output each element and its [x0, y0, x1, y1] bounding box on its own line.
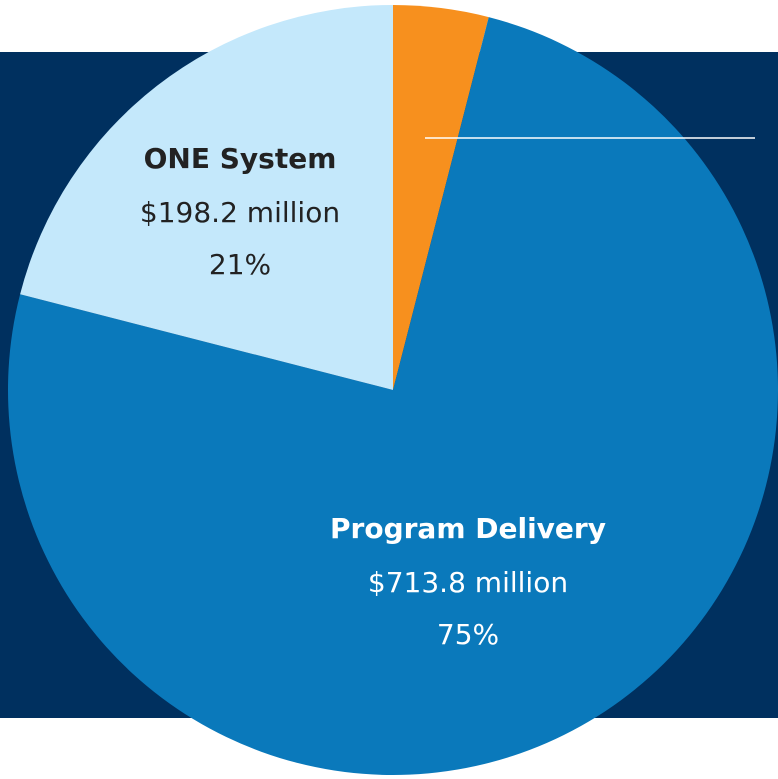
pie-slice	[393, 5, 489, 390]
slice-name: Program Delivery	[330, 512, 606, 545]
pie-slice	[7, 17, 778, 776]
pie	[7, 5, 778, 776]
slice-amount: $198.2 million	[140, 196, 340, 229]
slice-name: ONE System	[144, 142, 337, 175]
slice-amount: $713.8 million	[368, 566, 568, 599]
pie-slice	[20, 5, 393, 390]
slice-percent: 75%	[437, 618, 499, 651]
slice-percent: 21%	[209, 248, 271, 281]
